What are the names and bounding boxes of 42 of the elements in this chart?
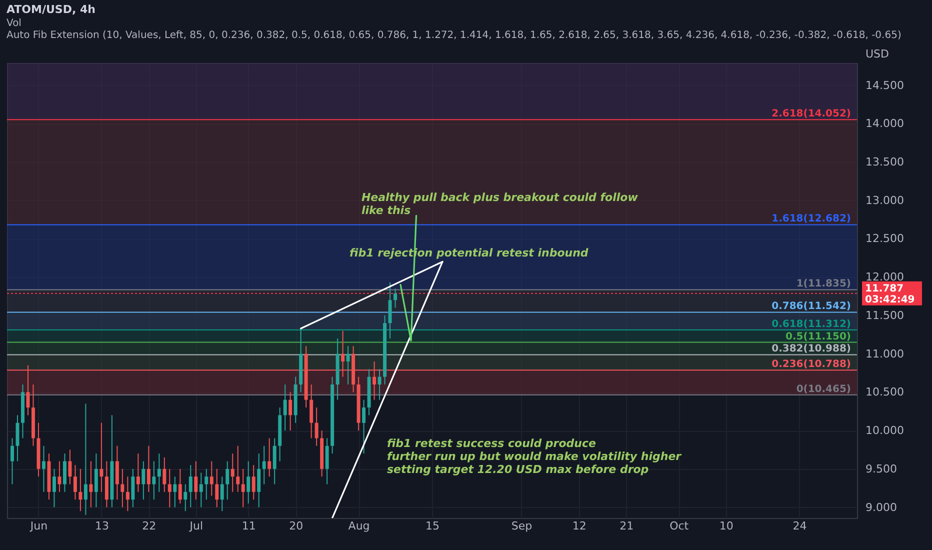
- x-tick-label: 15: [426, 520, 440, 532]
- x-tick-label: 20: [289, 520, 304, 532]
- ref-line-label: 1.618(12.682): [772, 214, 851, 225]
- ref-line-label: 0(10.465): [796, 384, 851, 395]
- annotation: Healthy pull back plus breakout could follow like this: [361, 190, 639, 217]
- y-tick-label: 10.000: [866, 424, 904, 438]
- y-tick-label: 9.500: [866, 462, 897, 476]
- y-tick-label: 13.000: [866, 194, 904, 207]
- x-tick-label: 10: [719, 520, 734, 532]
- x-tick-label: Sep: [511, 520, 532, 532]
- annotation: fib1 retest success could produce further run up but would make volatility higher setting target 12.20 USD max before drop: [386, 436, 682, 476]
- chart-subtitle: Vol: [6, 18, 22, 29]
- y-tick-label: 11.500: [866, 308, 904, 322]
- ref-line-label: 0.618(11.312): [772, 318, 851, 330]
- x-tick-label: Jun: [29, 520, 48, 532]
- ref-line-label: 2.618(14.052): [772, 108, 851, 120]
- y-tick-label: 11.000: [866, 347, 904, 360]
- x-tick-label: 13: [94, 520, 109, 532]
- y-tick-label: 13.500: [866, 155, 904, 168]
- y-axis-title: USD: [866, 48, 890, 60]
- ref-line-label: 0.5(11.150): [786, 331, 851, 342]
- x-tick-label: 21: [620, 520, 634, 532]
- x-tick-label: 12: [572, 520, 586, 532]
- chart-title: ATOM/USD, 4h: [6, 3, 96, 16]
- ref-line-label: 11.787 03:42:49: [865, 283, 915, 306]
- y-tick-label: 9.000: [866, 500, 897, 514]
- y-tick-label: 12.000: [866, 270, 904, 284]
- y-tick-label: 14.500: [866, 78, 904, 92]
- ref-line-label: 0.382(10.988): [772, 344, 851, 355]
- x-tick-label: 11: [242, 520, 256, 532]
- y-tick-label: 10.500: [866, 386, 904, 399]
- ref-line-label: 0.786(11.542): [772, 301, 851, 312]
- text: Auto Fib Extension (10, Values, Left, 85, 0, 0.236, 0.382, 0.5, 0.618, 0.65, 0.786, 1, 1.272, 1.414, 1.618, 1.65, 2.618, 2.65, 3.618, 3.65, 4.236, 4.618, -0.236, -0.382, -0.618, -0.65): [6, 30, 902, 41]
- y-tick-label: 12.500: [866, 232, 904, 246]
- x-tick-label: Aug: [348, 520, 370, 532]
- ref-line-label: 1(11.835): [796, 278, 851, 290]
- ref-line-label: 0.236(10.788): [772, 359, 851, 370]
- x-tick-label: 22: [142, 520, 156, 532]
- x-tick-label: 24: [792, 520, 807, 532]
- y-tick-label: 14.000: [866, 117, 904, 130]
- x-tick-label: Oct: [670, 520, 690, 532]
- x-tick-label: Jul: [188, 520, 204, 532]
